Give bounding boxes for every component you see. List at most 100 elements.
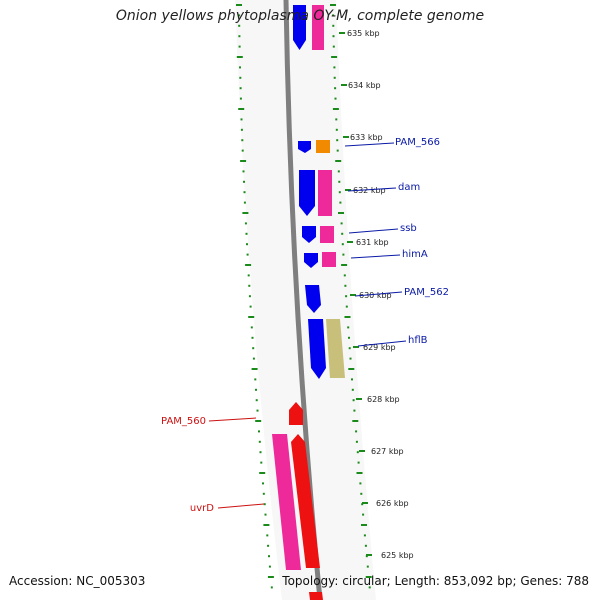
ring-dot xyxy=(336,149,339,152)
gene-arrow-pink-ssb[interactable] xyxy=(320,226,334,243)
ring-dot xyxy=(344,284,347,287)
ring-dot xyxy=(363,534,366,537)
kbp-label-628: 628 kbp xyxy=(367,395,400,404)
ring-dot xyxy=(333,76,336,79)
ring-dot xyxy=(268,565,271,568)
ring-dot xyxy=(255,399,258,402)
ring-dot xyxy=(334,97,337,100)
gene-label-hflb[interactable]: hflB xyxy=(408,335,428,346)
ring-dot xyxy=(348,336,350,339)
ring-dot xyxy=(267,544,270,547)
ring-dot xyxy=(239,76,242,79)
ring-dot xyxy=(262,492,265,495)
leader-line-pam566 xyxy=(344,142,395,147)
ring-dot xyxy=(244,222,247,225)
ring-dot xyxy=(336,139,339,142)
gene-arrow-olive-hflb[interactable] xyxy=(326,319,345,378)
ring-dot xyxy=(259,472,266,474)
gene-arrow-pink-hima[interactable] xyxy=(322,252,336,267)
gene-arrow-blue-ssb[interactable] xyxy=(302,226,316,243)
ring-dot xyxy=(343,274,346,277)
ring-dot xyxy=(270,586,273,589)
ring-dot xyxy=(247,274,250,277)
ring-dot xyxy=(251,336,254,339)
ring-dot xyxy=(338,180,341,183)
ring-dot xyxy=(342,253,345,256)
ring-dot xyxy=(258,440,261,443)
gene-label-pam562[interactable]: PAM_562 xyxy=(404,287,449,298)
gene-label-pam566[interactable]: PAM_566 xyxy=(395,137,440,148)
ring-dot xyxy=(239,87,242,90)
ring-dot xyxy=(242,212,249,214)
gene-arrow-red-uvrd[interactable] xyxy=(291,434,320,568)
gene-features xyxy=(272,5,345,600)
ring-dot xyxy=(335,160,342,162)
ring-dot xyxy=(351,378,353,381)
ring-dot xyxy=(351,388,354,391)
gene-arrow-blue-hflb[interactable] xyxy=(308,319,326,379)
ring-dot xyxy=(249,305,252,308)
ring-dot xyxy=(243,201,246,204)
ring-dot xyxy=(332,35,335,38)
leader-line-hima xyxy=(350,254,401,259)
ring-dot xyxy=(332,14,335,17)
ring-dot xyxy=(256,409,259,412)
leader-line-dam xyxy=(347,187,397,192)
gene-label-uvrd[interactable]: uvrD xyxy=(190,503,214,514)
gene-label-hima[interactable]: himA xyxy=(402,249,428,260)
gene-arrow-blue-dam[interactable] xyxy=(299,170,315,216)
ring-dot xyxy=(239,66,241,69)
gene-arrow-blue-pam566[interactable] xyxy=(298,141,311,153)
ring-dot xyxy=(339,201,342,204)
ring-dot xyxy=(268,555,270,558)
ring-dot xyxy=(330,4,336,6)
ring-dot xyxy=(241,149,244,152)
gene-arrow-orange-pam566[interactable] xyxy=(316,140,330,153)
outer-dotted-ring xyxy=(330,4,372,589)
map-title: Onion yellows phytoplasma OY-M, complete… xyxy=(115,8,485,24)
ring-dot xyxy=(238,45,241,48)
ring-dot xyxy=(250,326,253,329)
gene-arrow-red-pam560[interactable] xyxy=(289,402,303,425)
gene-arrow-blue[interactable] xyxy=(293,5,306,50)
ring-dot xyxy=(240,128,243,131)
gene-arrow-blue-hima[interactable] xyxy=(304,253,318,268)
gene-label-pam560[interactable]: PAM_560 xyxy=(161,416,206,427)
kbp-label-625: 625 kbp xyxy=(381,551,414,560)
kbp-label-627: 627 kbp xyxy=(371,447,404,456)
ring-dot xyxy=(332,24,335,27)
ring-dot xyxy=(263,503,266,506)
ring-dot xyxy=(341,243,344,246)
ring-dot xyxy=(355,430,358,433)
kbp-label-626: 626 kbp xyxy=(376,499,409,508)
gene-arrow-red-bottom[interactable] xyxy=(309,592,323,600)
ring-dot xyxy=(348,347,351,350)
gene-label-dam[interactable]: dam xyxy=(398,182,420,193)
leader-line-ssb xyxy=(348,228,399,234)
ring-dot xyxy=(238,14,241,17)
ring-dot xyxy=(260,461,263,464)
gene-arrow-pink-uvrd[interactable] xyxy=(272,434,301,570)
ring-dot xyxy=(236,4,242,6)
ring-dot xyxy=(340,222,343,225)
ring-dot xyxy=(347,326,350,329)
gene-arrow-pink-dam[interactable] xyxy=(318,170,332,216)
kbp-label-630: 630 kbp xyxy=(359,291,392,300)
ring-dot xyxy=(364,544,367,547)
ring-dot xyxy=(245,232,248,235)
ring-dot xyxy=(239,97,242,100)
ring-dot xyxy=(356,472,363,474)
kbp-label-633: 633 kbp xyxy=(350,133,383,142)
gene-arrow-blue-pam562[interactable] xyxy=(305,285,321,313)
gene-arrow-pink[interactable] xyxy=(312,5,324,50)
gene-label-ssb[interactable]: ssb xyxy=(400,223,417,234)
accession-text: Accession: NC_005303 xyxy=(9,574,146,588)
gene-labels: PAM_566 dam ssb himA PAM_562 hflB PAM_56… xyxy=(161,137,449,514)
ring-dot xyxy=(344,316,351,318)
ring-dot xyxy=(332,45,335,48)
ring-dot xyxy=(242,170,245,173)
ring-dot xyxy=(335,118,338,121)
ring-dot xyxy=(248,284,251,287)
kbp-label-635: 635 kbp xyxy=(347,29,380,38)
ring-dot xyxy=(365,576,372,578)
